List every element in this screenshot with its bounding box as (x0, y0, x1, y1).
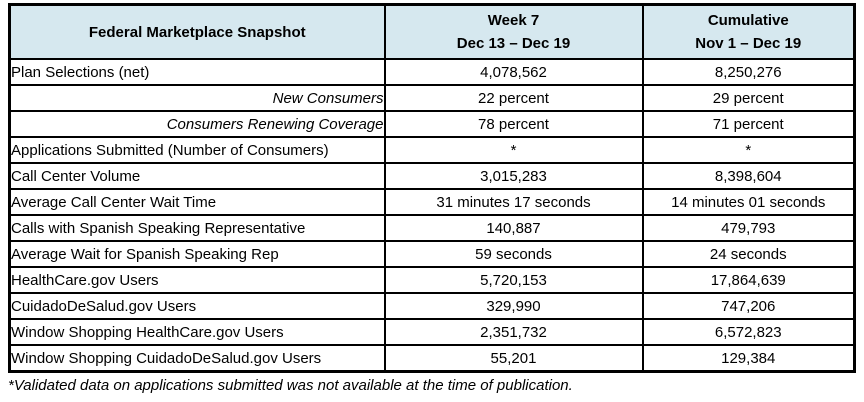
week-value-cell: 5,720,153 (383, 266, 644, 294)
row-label-cell: New Consumers (8, 84, 386, 112)
table-row: Average Wait for Spanish Speaking Rep 59… (8, 240, 856, 268)
week-value-cell: 140,887 (383, 214, 644, 242)
week-value-cell: 3,015,283 (383, 162, 644, 190)
week-column-title: Week 7 (487, 12, 540, 29)
cumulative-value-cell: 14 minutes 01 seconds (641, 188, 856, 216)
week-value-cell: 329,990 (383, 292, 644, 320)
cumulative-value-cell: 71 percent (641, 110, 856, 138)
table-row: Plan Selections (net) 4,078,562 8,250,27… (8, 58, 856, 86)
cumulative-value-cell: 8,250,276 (641, 58, 856, 86)
row-label-cell: Average Call Center Wait Time (8, 188, 386, 216)
row-label-cell: Consumers Renewing Coverage (8, 110, 386, 138)
cumulative-value-cell: 29 percent (641, 84, 856, 112)
table-row: Average Call Center Wait Time 31 minutes… (8, 188, 856, 216)
cumulative-value-cell: 8,398,604 (641, 162, 856, 190)
week-value-cell: * (383, 136, 644, 164)
row-label-cell: Window Shopping HealthCare.gov Users (8, 318, 386, 346)
cumulative-column-title: Cumulative (707, 12, 789, 29)
row-label-cell: HealthCare.gov Users (8, 266, 386, 294)
cumulative-value-cell: 479,793 (641, 214, 856, 242)
row-label-cell: Applications Submitted (Number of Consum… (8, 136, 386, 164)
table-body: Plan Selections (net) 4,078,562 8,250,27… (8, 58, 856, 373)
cumulative-value-cell: * (641, 136, 856, 164)
table-title: Federal Marketplace Snapshot (88, 23, 306, 41)
week-value-cell: 22 percent (383, 84, 644, 112)
row-label-cell: CuidadoDeSalud.gov Users (8, 292, 386, 320)
table-row: Consumers Renewing Coverage 78 percent 7… (8, 110, 856, 138)
snapshot-table-container: Federal Marketplace Snapshot Week 7 Dec … (8, 3, 856, 373)
row-label-cell: Plan Selections (net) (8, 58, 386, 86)
cumulative-column-header: Cumulative Nov 1 – Dec 19 (641, 3, 856, 60)
cumulative-value-cell: 129,384 (641, 344, 856, 373)
week-column-header: Week 7 Dec 13 – Dec 19 (383, 3, 644, 60)
table-row: Call Center Volume 3,015,283 8,398,604 (8, 162, 856, 190)
header-row: Federal Marketplace Snapshot Week 7 Dec … (8, 3, 856, 60)
week-value-cell: 2,351,732 (383, 318, 644, 346)
row-label-cell: Window Shopping CuidadoDeSalud.gov Users (8, 344, 386, 373)
row-label-cell: Call Center Volume (8, 162, 386, 190)
table-row: New Consumers 22 percent 29 percent (8, 84, 856, 112)
cumulative-value-cell: 747,206 (641, 292, 856, 320)
cumulative-value-cell: 24 seconds (641, 240, 856, 268)
table-title-cell: Federal Marketplace Snapshot (8, 3, 386, 60)
week-column-dates: Dec 13 – Dec 19 (456, 35, 571, 52)
week-value-cell: 59 seconds (383, 240, 644, 268)
week-value-cell: 78 percent (383, 110, 644, 138)
table-row: HealthCare.gov Users 5,720,153 17,864,63… (8, 266, 856, 294)
table-header: Federal Marketplace Snapshot Week 7 Dec … (8, 3, 856, 60)
cumulative-column-dates: Nov 1 – Dec 19 (695, 35, 802, 52)
cumulative-value-cell: 17,864,639 (641, 266, 856, 294)
week-value-cell: 31 minutes 17 seconds (383, 188, 644, 216)
table-row: CuidadoDeSalud.gov Users 329,990 747,206 (8, 292, 856, 320)
table-row: Window Shopping CuidadoDeSalud.gov Users… (8, 344, 856, 373)
week-value-cell: 4,078,562 (383, 58, 644, 86)
table-row: Calls with Spanish Speaking Representati… (8, 214, 856, 242)
cumulative-value-cell: 6,572,823 (641, 318, 856, 346)
footnote: *Validated data on applications submitte… (8, 377, 573, 394)
row-label-cell: Calls with Spanish Speaking Representati… (8, 214, 386, 242)
week-value-cell: 55,201 (383, 344, 644, 373)
table-row: Window Shopping HealthCare.gov Users 2,3… (8, 318, 856, 346)
row-label-cell: Average Wait for Spanish Speaking Rep (8, 240, 386, 268)
table-row: Applications Submitted (Number of Consum… (8, 136, 856, 164)
federal-marketplace-snapshot-table: Federal Marketplace Snapshot Week 7 Dec … (8, 3, 856, 373)
